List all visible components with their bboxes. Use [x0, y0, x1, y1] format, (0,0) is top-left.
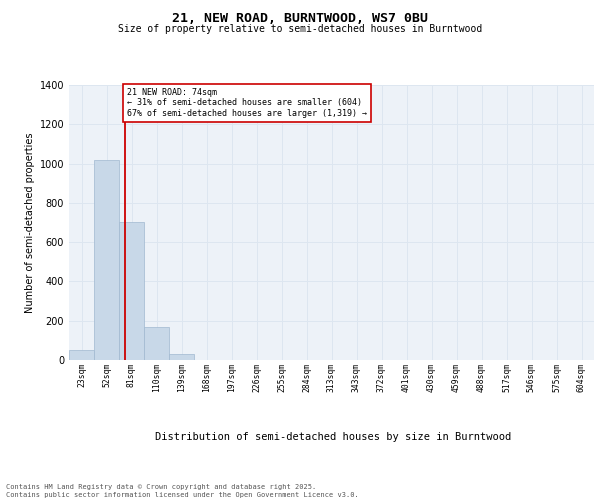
Text: Size of property relative to semi-detached houses in Burntwood: Size of property relative to semi-detach… [118, 24, 482, 34]
Text: Contains HM Land Registry data © Crown copyright and database right 2025.
Contai: Contains HM Land Registry data © Crown c… [6, 484, 359, 498]
Bar [69, 350, 94, 360]
Text: 21 NEW ROAD: 74sqm
← 31% of semi-detached houses are smaller (604)
67% of semi-d: 21 NEW ROAD: 74sqm ← 31% of semi-detache… [127, 88, 367, 118]
Bar [169, 354, 194, 360]
Text: 21, NEW ROAD, BURNTWOOD, WS7 0BU: 21, NEW ROAD, BURNTWOOD, WS7 0BU [172, 12, 428, 26]
Y-axis label: Number of semi-detached properties: Number of semi-detached properties [25, 132, 35, 313]
Bar [119, 222, 144, 360]
Text: Distribution of semi-detached houses by size in Burntwood: Distribution of semi-detached houses by … [155, 432, 511, 442]
Bar [144, 326, 169, 360]
Bar [94, 160, 119, 360]
